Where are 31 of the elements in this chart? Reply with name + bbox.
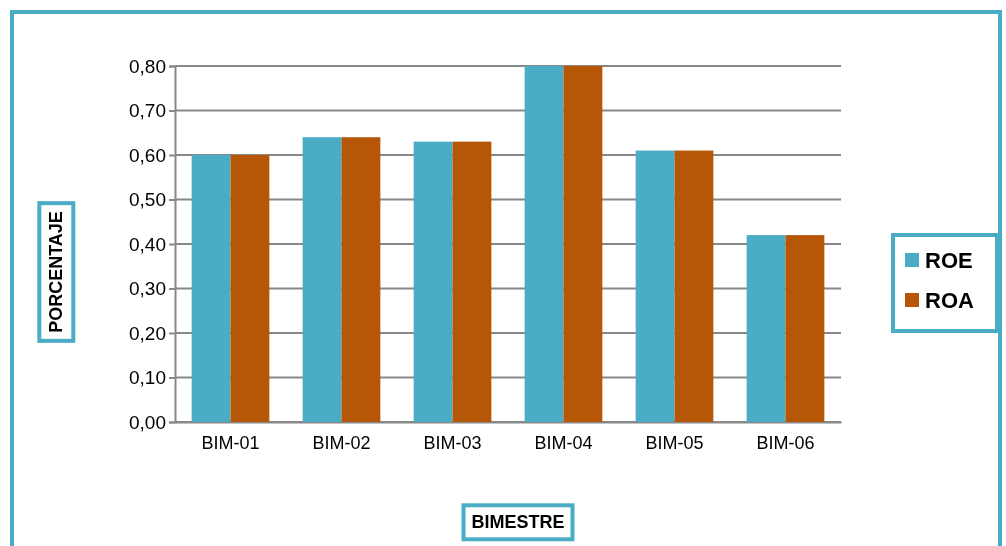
bar bbox=[785, 235, 825, 422]
bar bbox=[302, 137, 342, 422]
x-tick-label: BIM-04 bbox=[534, 432, 593, 453]
x-tick-label: BIM-06 bbox=[756, 432, 815, 453]
bar bbox=[635, 150, 675, 422]
legend-label: ROA bbox=[925, 287, 974, 313]
y-tick-label: 0,20 bbox=[129, 322, 166, 344]
x-tick-label: BIM-01 bbox=[201, 432, 260, 453]
y-tick-label: 0,30 bbox=[129, 278, 166, 300]
y-tick-label: 0,70 bbox=[129, 100, 166, 122]
y-tick-label: 0,10 bbox=[129, 367, 166, 389]
bar bbox=[563, 66, 603, 422]
y-tick-label: 0,50 bbox=[129, 189, 166, 211]
bar bbox=[413, 141, 453, 422]
legend-label: ROE bbox=[925, 247, 973, 273]
x-axis-title: BIMESTRE bbox=[471, 512, 565, 533]
x-tick-label: BIM-05 bbox=[645, 432, 704, 453]
bar bbox=[746, 235, 786, 422]
x-tick-label: BIM-03 bbox=[423, 432, 482, 453]
bar bbox=[524, 66, 564, 422]
bar bbox=[452, 141, 492, 422]
y-tick-label: 0,60 bbox=[129, 144, 166, 166]
y-axis-title: PORCENTAJE bbox=[46, 211, 67, 333]
bar bbox=[191, 155, 231, 422]
bar bbox=[674, 150, 714, 422]
y-tick-label: 0,00 bbox=[129, 411, 166, 433]
x-tick-label: BIM-02 bbox=[312, 432, 371, 453]
y-tick-label: 0,40 bbox=[129, 233, 166, 255]
bar bbox=[341, 137, 381, 422]
y-tick-label: 0,80 bbox=[129, 55, 166, 77]
bar bbox=[230, 155, 270, 422]
